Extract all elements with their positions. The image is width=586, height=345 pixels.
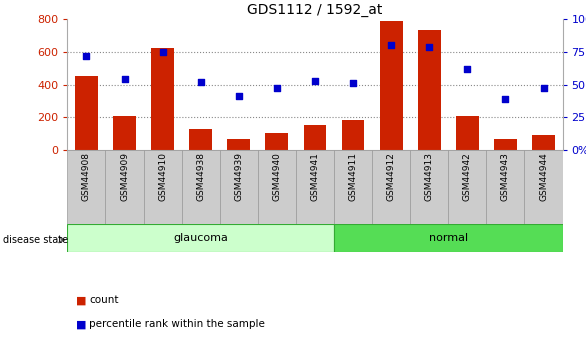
- Text: GSM44939: GSM44939: [234, 152, 243, 201]
- Point: [81, 53, 91, 58]
- Bar: [296, 150, 334, 224]
- Bar: [220, 150, 258, 224]
- Bar: [372, 150, 410, 224]
- Point: [539, 86, 548, 91]
- Bar: [113, 116, 136, 150]
- Bar: [532, 135, 555, 150]
- Bar: [144, 150, 182, 224]
- Text: GSM44909: GSM44909: [120, 152, 129, 201]
- Text: normal: normal: [429, 233, 468, 243]
- Bar: [189, 129, 212, 150]
- Bar: [486, 150, 524, 224]
- Bar: [265, 133, 288, 150]
- Title: GDS1112 / 1592_at: GDS1112 / 1592_at: [247, 2, 383, 17]
- Bar: [494, 139, 517, 150]
- Point: [196, 79, 205, 85]
- Text: count: count: [89, 295, 118, 305]
- Text: GSM44910: GSM44910: [158, 152, 167, 201]
- Bar: [182, 150, 220, 224]
- Bar: [524, 150, 563, 224]
- Bar: [334, 150, 372, 224]
- Text: GSM44944: GSM44944: [539, 152, 548, 201]
- Text: GSM44913: GSM44913: [425, 152, 434, 201]
- Text: GSM44942: GSM44942: [463, 152, 472, 201]
- Bar: [227, 139, 250, 150]
- Text: GSM44912: GSM44912: [387, 152, 396, 201]
- Text: ■: ■: [76, 295, 87, 305]
- Text: GSM44908: GSM44908: [82, 152, 91, 201]
- Bar: [418, 30, 441, 150]
- Bar: [258, 150, 296, 224]
- Bar: [304, 126, 326, 150]
- Bar: [151, 49, 174, 150]
- Point: [234, 93, 244, 99]
- Text: glaucoma: glaucoma: [173, 233, 228, 243]
- Point: [348, 80, 357, 86]
- Text: percentile rank within the sample: percentile rank within the sample: [89, 319, 265, 329]
- Bar: [456, 116, 479, 150]
- Text: GSM44943: GSM44943: [501, 152, 510, 201]
- Point: [424, 44, 434, 49]
- Point: [311, 78, 320, 83]
- Point: [500, 96, 510, 102]
- Bar: [105, 150, 144, 224]
- Text: GSM44938: GSM44938: [196, 152, 205, 201]
- Point: [120, 77, 130, 82]
- Point: [158, 49, 168, 55]
- Text: disease state: disease state: [3, 235, 68, 245]
- Point: [387, 42, 396, 48]
- Point: [463, 66, 472, 71]
- Bar: [67, 150, 105, 224]
- Text: GSM44940: GSM44940: [272, 152, 281, 201]
- Point: [272, 86, 281, 91]
- Bar: [342, 120, 364, 150]
- Text: ■: ■: [76, 319, 87, 329]
- Text: GSM44911: GSM44911: [349, 152, 357, 201]
- Bar: [334, 224, 563, 252]
- Bar: [410, 150, 448, 224]
- Bar: [75, 76, 98, 150]
- Bar: [448, 150, 486, 224]
- Bar: [67, 224, 334, 252]
- Bar: [380, 21, 403, 150]
- Text: GSM44941: GSM44941: [311, 152, 319, 201]
